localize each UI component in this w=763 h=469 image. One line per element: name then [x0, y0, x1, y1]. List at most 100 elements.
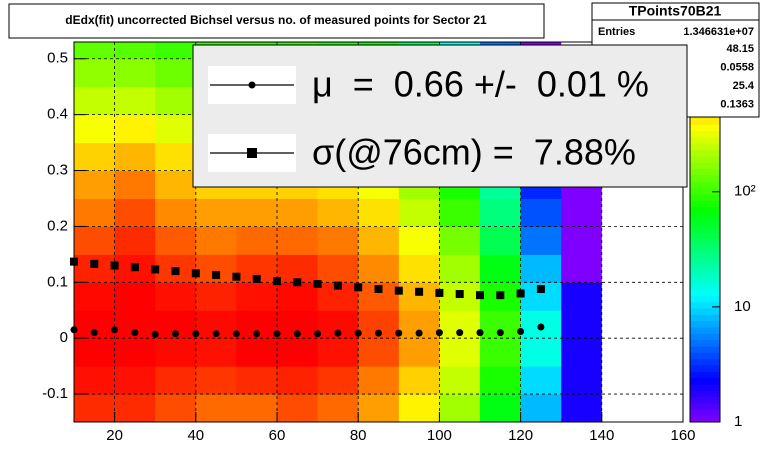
heat-cell	[358, 394, 400, 423]
heat-cell	[155, 226, 197, 255]
heat-cell	[277, 338, 319, 367]
profile-point	[171, 267, 180, 276]
heat-cell	[114, 338, 156, 367]
profile-point	[517, 327, 525, 335]
heat-cell	[195, 282, 237, 311]
heat-cell	[642, 254, 684, 283]
heat-cell	[74, 394, 116, 423]
heat-cell	[277, 366, 319, 395]
heat-cell	[114, 142, 156, 172]
heat-cell	[317, 394, 359, 423]
heat-cell	[74, 366, 116, 395]
colorbar-step	[690, 320, 720, 328]
profile-point	[455, 290, 464, 299]
colorbar-step	[690, 149, 720, 157]
colorbar-step	[690, 295, 720, 303]
heat-cell	[236, 226, 278, 255]
heat-cell	[561, 394, 603, 423]
y-tick-label: 0.2	[47, 217, 68, 234]
heat-cell	[195, 366, 237, 395]
profile-point	[232, 330, 240, 338]
z-tick-label: 1	[734, 413, 742, 430]
heat-cell	[195, 394, 237, 423]
stats-value: 0.1363	[720, 98, 754, 110]
heat-cell	[520, 254, 562, 283]
x-tick-label: 60	[269, 427, 286, 444]
y-tick-label: 0.4	[47, 106, 68, 123]
chart-title: dEdx(fit) uncorrected Bichsel versus no.…	[65, 13, 487, 27]
legend-label: μ = 0.66 +/- 0.01 %	[312, 64, 649, 105]
heat-cell	[561, 254, 603, 283]
colorbar-step	[690, 175, 720, 182]
profile-point	[192, 330, 200, 338]
colorbar-step	[690, 213, 720, 220]
heat-cell	[317, 366, 359, 395]
profile-point	[394, 286, 403, 295]
profile-point	[151, 265, 160, 274]
colorbar-step	[690, 327, 720, 334]
profile-point	[273, 330, 281, 338]
heat-cell	[642, 338, 684, 367]
colorbar-step	[690, 377, 720, 385]
frame	[73, 41, 684, 423]
heat-cell	[155, 58, 197, 88]
x-tick-label: 40	[187, 427, 204, 444]
y-tick-label: 0.3	[47, 161, 68, 178]
heat-cell	[480, 226, 522, 255]
heat-cell	[74, 114, 116, 144]
heat-cell	[520, 226, 562, 255]
colorbar-step	[690, 143, 720, 151]
heat-cell	[114, 282, 156, 311]
heat-cell	[398, 338, 440, 367]
heat-cell	[601, 366, 643, 395]
profile-point	[172, 330, 179, 338]
heat-cell	[601, 310, 643, 339]
profile-point	[374, 285, 383, 293]
heat-cell	[155, 338, 197, 367]
heat-cell	[561, 198, 603, 227]
colorbar-step	[690, 206, 720, 214]
heat-cell	[601, 254, 643, 283]
profile-point	[293, 278, 302, 287]
profile-point	[456, 329, 464, 337]
heat-cell	[114, 42, 156, 60]
heat-cell	[439, 366, 481, 395]
plot-area: 20 40 60 80 100 120 140 160 -0.1 0 0.1 0.2 0.3 0.4 0.5…	[42, 41, 756, 444]
heat-cell	[277, 226, 319, 255]
heat-cell	[398, 254, 440, 283]
profile-point	[111, 326, 119, 334]
colorbar-step	[690, 263, 720, 271]
heat-cell	[561, 282, 603, 311]
heat-cell	[561, 226, 603, 255]
heat-cell	[439, 254, 481, 283]
heat-cell	[358, 198, 400, 227]
profile-point	[293, 330, 301, 338]
colorbar-step	[690, 162, 720, 170]
heat-cell	[236, 338, 278, 367]
colorbar-step	[690, 358, 720, 366]
heat-cell	[155, 42, 197, 60]
heat-cell	[439, 198, 481, 227]
heat-cell	[398, 226, 440, 255]
profile-point	[130, 263, 139, 272]
legend-label: σ(@76cm) = 7.88%	[312, 132, 636, 173]
x-tick-label: 140	[589, 427, 614, 444]
colorbar-step	[690, 390, 720, 398]
colorbar-step	[690, 168, 720, 176]
x-tick-label: 80	[350, 427, 367, 444]
colorbar-step	[690, 130, 720, 138]
heat-cell	[358, 366, 400, 395]
profile-point	[252, 274, 261, 283]
profile-point	[314, 330, 322, 338]
colorbar-step	[690, 181, 720, 189]
y-tick-label: -0.1	[42, 385, 68, 402]
heat-cell	[480, 394, 522, 423]
colorbar-step	[690, 339, 720, 347]
profile-point	[90, 259, 99, 268]
heat-cell	[195, 226, 237, 255]
heat-cell	[358, 226, 400, 255]
heat-cell	[561, 366, 603, 395]
stats-label: Entries	[598, 26, 635, 38]
heat-cell	[520, 394, 562, 423]
